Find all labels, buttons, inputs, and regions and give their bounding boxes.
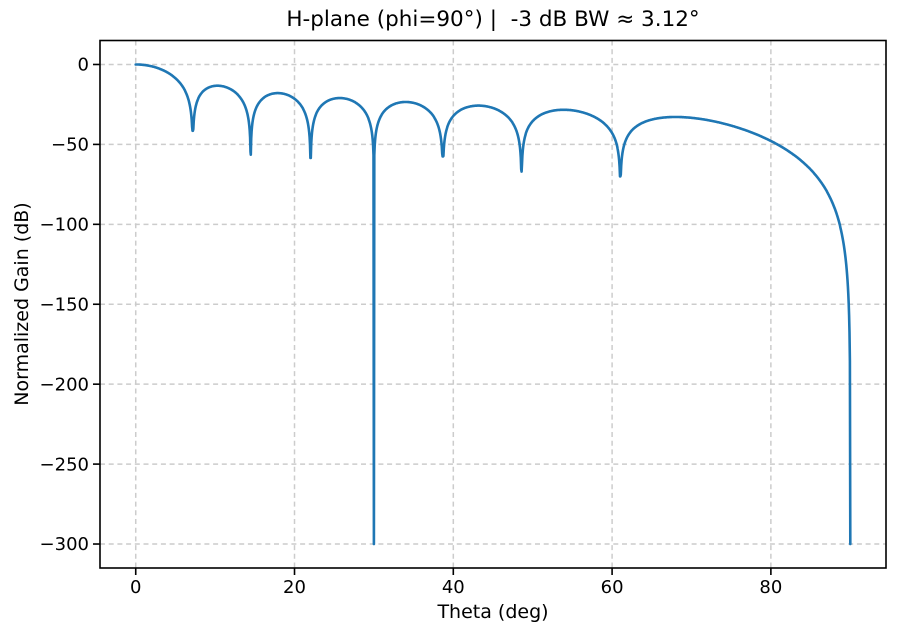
plot-frame: [99, 39, 887, 569]
chart-title: H-plane (phi=90°) | -3 dB BW ≈ 3.12°: [286, 7, 700, 32]
x-tick-label: 60: [601, 577, 624, 598]
y-axis-label: Normalized Gain (dB): [11, 202, 33, 406]
x-tick-label: 40: [442, 577, 465, 598]
x-tick-label: 20: [283, 577, 306, 598]
y-tick-label: −300: [40, 534, 89, 555]
y-tick-label: −100: [40, 215, 89, 236]
x-tick-label: 80: [759, 577, 782, 598]
y-tick-label: −50: [51, 135, 89, 156]
y-tick-label: −150: [40, 294, 89, 315]
x-tick-label: 0: [130, 577, 141, 598]
y-tick-label: 0: [78, 55, 89, 76]
y-tick-label: −250: [40, 454, 89, 475]
gain-curve: [134, 63, 852, 546]
y-tick-label: −200: [40, 374, 89, 395]
x-axis-label: Theta (deg): [437, 601, 549, 623]
